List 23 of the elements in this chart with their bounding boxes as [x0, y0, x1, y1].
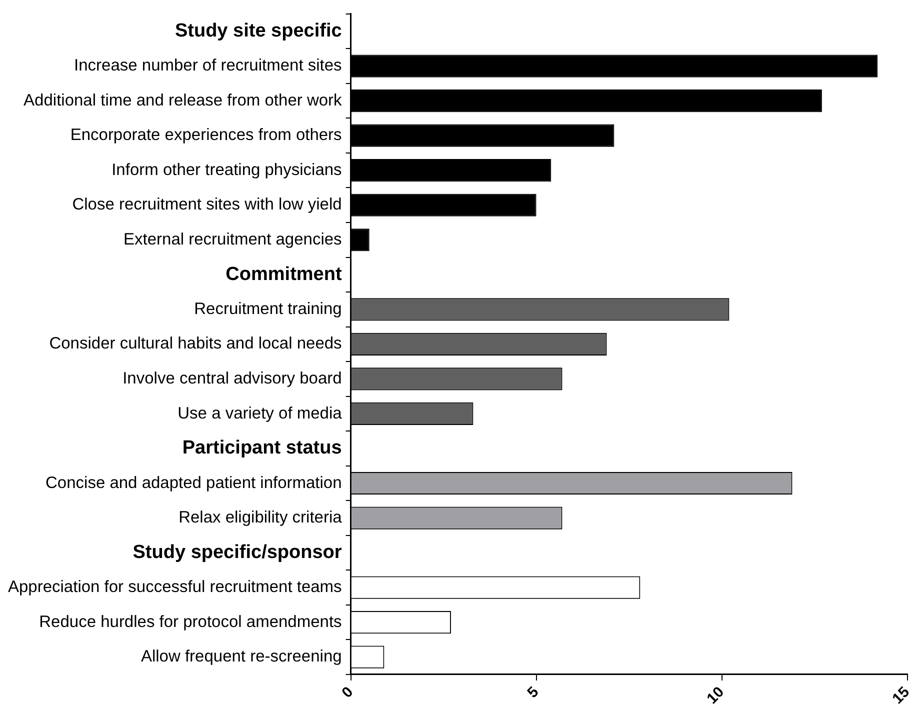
y-tick-label: Recruitment training — [194, 300, 342, 318]
y-tick-label: Consider cultural habits and local needs — [49, 334, 342, 353]
y-tick-label: Additional time and release from other work — [24, 91, 343, 110]
y-tick-label: Encorporate experiences from others — [70, 126, 342, 144]
y-tick-label: Inform other treating physicians — [112, 160, 342, 179]
y-tick-label: Study specific/sponsor — [132, 542, 342, 564]
y-tick-label: External recruitment agencies — [124, 230, 342, 248]
y-tick-label: Concise and adapted patient information — [46, 474, 342, 492]
x-tick-label: 0 — [338, 684, 357, 702]
y-tick-label: Increase number of recruitment sites — [74, 56, 342, 75]
x-tick-label: 5 — [524, 684, 542, 702]
y-tick-label: Use a variety of media — [178, 404, 343, 422]
y-tick-label: Reduce hurdles for protocol amendments — [39, 612, 342, 631]
x-tick-label: 15 — [889, 684, 914, 708]
y-tick-label: Participant status — [182, 438, 342, 459]
y-tick-label: Close recruitment sites with low yield — [72, 196, 342, 214]
y-tick-label: Involve central advisory board — [122, 370, 342, 388]
y-tick-label: Commitment — [226, 264, 342, 285]
y-tick-label: Study site specific — [174, 20, 342, 42]
y-tick-label: Relax eligibility criteria — [178, 508, 343, 527]
y-tick-label: Appreciation for successful recruitment teams — [8, 578, 342, 596]
x-tick-label: 10 — [704, 684, 728, 708]
y-tick-label: Allow frequent re-screening — [140, 648, 342, 666]
